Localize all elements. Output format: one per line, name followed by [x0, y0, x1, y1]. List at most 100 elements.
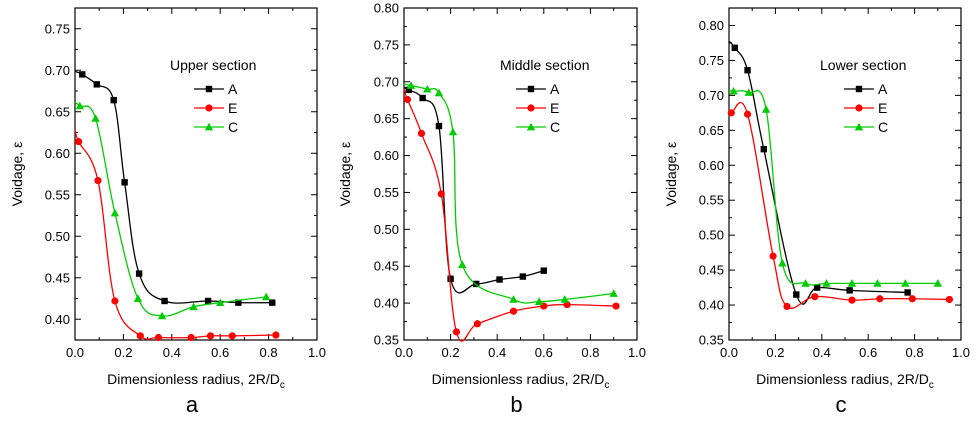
chart-panel-a: 0.0 0.2 0.4 0.6 0.8 1.0 0.40 0.45 0.50 0.55 0.60 0.…	[9, 7, 326, 417]
y-tick-label: 0.50	[374, 222, 399, 237]
x-tick-label: 0.4	[488, 345, 506, 360]
y-tick-label: 0.55	[699, 193, 724, 208]
y-tick-label: 0.80	[374, 1, 399, 16]
data-point-E	[417, 129, 426, 138]
data-point-C	[458, 260, 467, 269]
data-point-A	[473, 280, 480, 288]
data-point-A	[110, 96, 117, 104]
y-tick-label: 0.35	[374, 333, 399, 348]
data-point-E	[452, 328, 461, 336]
x-tick-label: 0.8	[906, 345, 924, 360]
series-E	[727, 101, 954, 311]
x-tick-label: 0.0	[66, 345, 84, 360]
legend-marker	[855, 104, 863, 112]
data-point-C	[261, 292, 271, 301]
section-annotation: Upper section	[170, 57, 256, 73]
panel-label: b	[510, 392, 522, 417]
data-point-E	[403, 95, 412, 104]
data-point-C	[534, 297, 544, 305]
y-axis-title: Voidage, ε	[9, 142, 25, 207]
data-point-E	[228, 332, 236, 340]
data-point-A	[405, 86, 412, 94]
data-point-C	[157, 311, 167, 320]
chart-panel-b: 0.0 0.2 0.4 0.6 0.8 1.0 0.35 0.40 0.45 0.50 0.55 0.…	[337, 1, 646, 418]
y-axis-title: Voidage, ε	[337, 142, 353, 207]
y-tick-label: 0.35	[699, 333, 724, 348]
data-point-C	[189, 302, 198, 311]
y-tick-label: 0.70	[699, 88, 724, 103]
y-tick-label: 0.75	[699, 53, 724, 68]
data-point-E	[612, 302, 620, 310]
legend-entry-E: E	[516, 100, 559, 116]
data-point-E	[187, 333, 195, 342]
series-line-A	[74, 70, 273, 304]
data-point-E	[908, 295, 916, 303]
series-A	[728, 40, 911, 305]
data-point-E	[848, 296, 856, 304]
x-tick-label: 0.4	[813, 345, 831, 360]
data-point-E	[206, 332, 215, 340]
data-point-C	[110, 208, 120, 217]
panel-label: a	[186, 392, 199, 417]
data-point-C	[560, 295, 569, 303]
y-tick-label: 0.75	[374, 37, 399, 52]
data-point-A	[93, 81, 100, 88]
y-axis-title: Voidage, ε	[663, 142, 679, 207]
data-point-C	[873, 279, 882, 287]
data-point-A	[760, 145, 767, 153]
x-axis-title: Dimensionless radius, 2R/Dc	[756, 371, 934, 391]
data-point-A	[904, 289, 911, 296]
data-point-A	[813, 284, 821, 291]
data-point-E	[563, 300, 571, 309]
x-axis-title: Dimensionless radius, 2R/Dc	[107, 371, 285, 391]
legend-label: C	[550, 119, 560, 135]
legend-marker	[204, 122, 214, 131]
data-point-E	[154, 333, 163, 342]
data-point-A	[846, 287, 853, 294]
data-point-C	[216, 298, 225, 307]
data-point-C	[609, 289, 618, 297]
series-A	[403, 86, 547, 294]
legend-label: A	[550, 81, 560, 97]
series-line-E	[728, 101, 950, 309]
legend-marker	[526, 122, 536, 131]
x-tick-label: 0.6	[859, 345, 877, 360]
legend-entry-A: A	[844, 81, 888, 97]
panel-label: c	[836, 392, 847, 417]
data-point-A	[121, 179, 128, 186]
y-tick-label: 0.70	[45, 63, 70, 78]
series-line-C	[403, 83, 614, 304]
data-point-C	[434, 88, 444, 97]
data-point-E	[75, 138, 83, 146]
x-tick-label: 0.2	[114, 345, 132, 360]
data-point-C	[729, 86, 738, 95]
x-tick-label: 0.6	[211, 345, 229, 360]
data-point-A	[235, 299, 242, 306]
data-point-A	[435, 122, 443, 130]
x-tick-label: 0.8	[581, 345, 599, 360]
y-tick-label: 0.75	[45, 21, 70, 36]
data-point-E	[783, 302, 791, 311]
legend-marker	[854, 122, 864, 131]
data-point-C	[75, 101, 85, 110]
data-point-C	[778, 258, 787, 267]
section-annotation: Middle section	[500, 57, 590, 73]
data-point-A	[79, 71, 86, 78]
data-point-C	[801, 279, 810, 287]
data-point-C	[133, 294, 143, 302]
data-point-C	[933, 279, 942, 287]
x-tick-label: 1.0	[628, 345, 646, 360]
data-point-C	[509, 295, 518, 303]
data-point-E	[876, 295, 884, 303]
x-tick-label: 0.0	[395, 345, 413, 360]
legend-marker	[205, 85, 213, 93]
data-point-C	[91, 114, 100, 122]
y-tick-label: 0.65	[699, 123, 724, 138]
data-point-A	[519, 273, 527, 280]
y-tick-label: 0.60	[699, 158, 724, 173]
data-point-E	[136, 332, 144, 340]
data-point-E	[945, 295, 954, 304]
series-E	[403, 89, 620, 342]
data-point-C	[448, 127, 458, 136]
